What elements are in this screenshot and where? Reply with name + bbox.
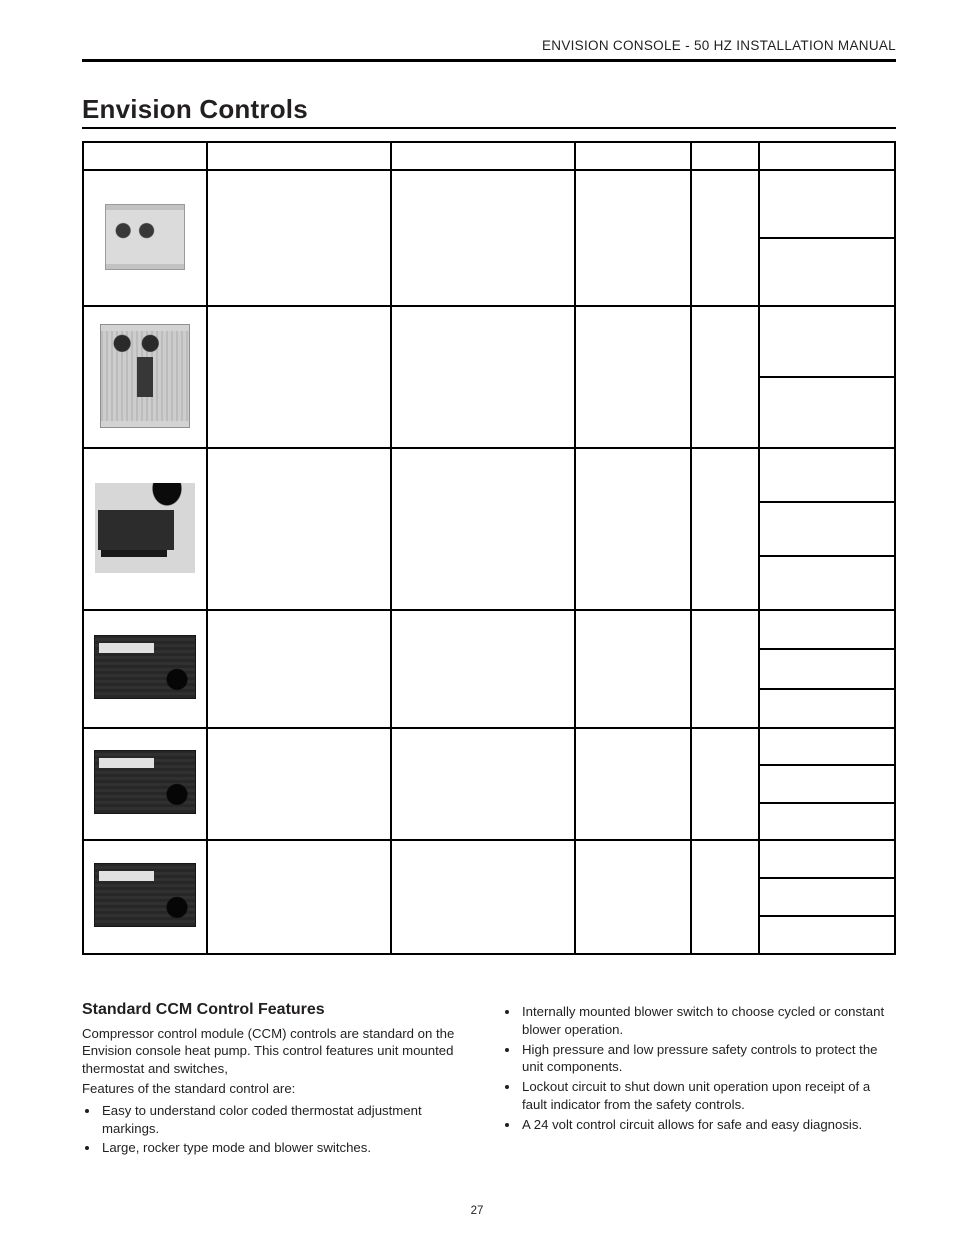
- list-item: Lockout circuit to shut down unit operat…: [520, 1078, 896, 1114]
- table-cell: [207, 840, 391, 954]
- page-number: 27: [0, 1205, 954, 1217]
- table-header: [575, 142, 690, 170]
- table-cell: [575, 840, 690, 954]
- pcb-image: [94, 750, 196, 814]
- table-cell: [759, 689, 895, 728]
- table-cell: [391, 448, 575, 610]
- features-section: Standard CCM Control Features Compressor…: [82, 999, 896, 1159]
- pcb-image: [100, 324, 190, 428]
- table-cell: [207, 448, 391, 610]
- controls-table-body: [83, 170, 895, 954]
- table-cell: [207, 728, 391, 840]
- table-cell: [83, 840, 207, 954]
- table-row: [83, 306, 895, 377]
- table-cell: [759, 916, 895, 954]
- list-item: High pressure and low pressure safety co…: [520, 1041, 896, 1077]
- table-cell: [207, 610, 391, 728]
- table-cell: [691, 170, 759, 306]
- table-cell: [759, 728, 895, 765]
- table-cell: [691, 448, 759, 610]
- table-header: [207, 142, 391, 170]
- table-cell: [759, 306, 895, 377]
- table-cell: [759, 170, 895, 238]
- table-cell: [759, 765, 895, 802]
- list-item: Internally mounted blower switch to choo…: [520, 1003, 896, 1039]
- table-row: [83, 448, 895, 502]
- list-item: Easy to understand color coded thermosta…: [100, 1102, 476, 1138]
- features-right-column: Internally mounted blower switch to choo…: [502, 999, 896, 1159]
- table-row: [83, 170, 895, 238]
- features-left-list: Easy to understand color coded thermosta…: [82, 1102, 476, 1157]
- table-cell: [759, 878, 895, 916]
- table-cell: [83, 170, 207, 306]
- table-cell: [391, 840, 575, 954]
- table-header: [391, 142, 575, 170]
- table-cell: [391, 306, 575, 448]
- table-cell: [759, 610, 895, 649]
- table-cell: [759, 377, 895, 448]
- table-header: [691, 142, 759, 170]
- list-item: Large, rocker type mode and blower switc…: [100, 1139, 476, 1157]
- features-intro: Compressor control module (CCM) controls…: [82, 1025, 476, 1078]
- table-cell: [83, 448, 207, 610]
- table-cell: [575, 610, 690, 728]
- table-cell: [391, 610, 575, 728]
- table-row: [83, 728, 895, 765]
- table-cell: [691, 306, 759, 448]
- document-header: ENVISION CONSOLE - 50 HZ INSTALLATION MA…: [82, 38, 896, 62]
- table-header-row: [83, 142, 895, 170]
- table-cell: [691, 840, 759, 954]
- controls-table: [82, 141, 896, 955]
- table-cell: [575, 170, 690, 306]
- page: ENVISION CONSOLE - 50 HZ INSTALLATION MA…: [0, 0, 954, 1235]
- features-heading: Standard CCM Control Features: [82, 999, 476, 1021]
- table-cell: [759, 803, 895, 840]
- table-cell: [391, 728, 575, 840]
- table-cell: [83, 728, 207, 840]
- features-left-column: Standard CCM Control Features Compressor…: [82, 999, 476, 1159]
- table-cell: [83, 610, 207, 728]
- features-right-list: Internally mounted blower switch to choo…: [502, 1003, 896, 1134]
- table-cell: [759, 840, 895, 878]
- pcb-image: [94, 863, 196, 927]
- table-cell: [759, 238, 895, 306]
- table-row: [83, 840, 895, 878]
- table-cell: [759, 448, 895, 502]
- table-cell: [575, 728, 690, 840]
- table-cell: [575, 448, 690, 610]
- pcb-image: [105, 204, 185, 270]
- section-title: Envision Controls: [82, 94, 896, 129]
- pcb-image: [95, 483, 195, 573]
- table-cell: [691, 610, 759, 728]
- table-cell: [83, 306, 207, 448]
- features-intro: Features of the standard control are:: [82, 1080, 476, 1098]
- table-cell: [759, 502, 895, 556]
- table-header: [83, 142, 207, 170]
- pcb-image: [94, 635, 196, 699]
- table-cell: [759, 556, 895, 610]
- table-row: [83, 610, 895, 649]
- table-cell: [691, 728, 759, 840]
- table-cell: [391, 170, 575, 306]
- table-cell: [207, 170, 391, 306]
- table-cell: [759, 649, 895, 688]
- table-header: [759, 142, 895, 170]
- table-cell: [207, 306, 391, 448]
- table-cell: [575, 306, 690, 448]
- list-item: A 24 volt control circuit allows for saf…: [520, 1116, 896, 1134]
